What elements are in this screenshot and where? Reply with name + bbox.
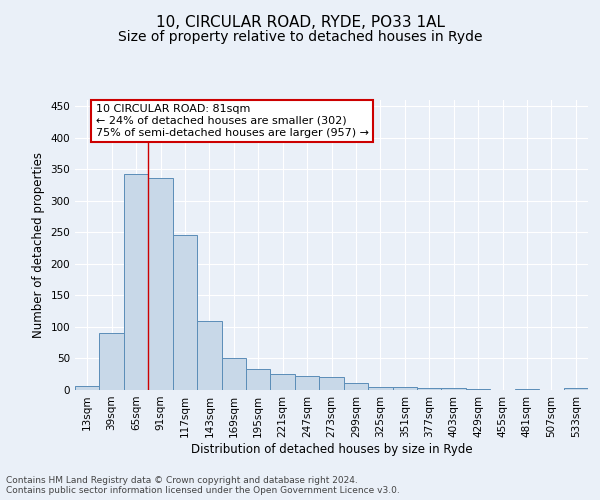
X-axis label: Distribution of detached houses by size in Ryde: Distribution of detached houses by size … (191, 442, 472, 456)
Bar (124, 174, 148, 390)
Bar (392, 387, 417, 390)
Bar (563, 388, 588, 390)
Bar (197, 320, 221, 390)
Bar (368, 387, 392, 390)
Bar (442, 388, 466, 390)
Bar (417, 388, 442, 390)
Bar (319, 377, 344, 390)
Bar (344, 383, 368, 390)
Text: 10, CIRCULAR ROAD, RYDE, PO33 1AL: 10, CIRCULAR ROAD, RYDE, PO33 1AL (155, 15, 445, 30)
Bar (271, 374, 295, 390)
Bar (221, 358, 246, 390)
Bar (295, 376, 319, 390)
Text: Contains HM Land Registry data © Crown copyright and database right 2024.
Contai: Contains HM Land Registry data © Crown c… (6, 476, 400, 495)
Y-axis label: Number of detached properties: Number of detached properties (32, 152, 45, 338)
Bar (466, 388, 490, 390)
Bar (173, 235, 197, 390)
Text: 10 CIRCULAR ROAD: 81sqm
← 24% of detached houses are smaller (302)
75% of semi-d: 10 CIRCULAR ROAD: 81sqm ← 24% of detache… (95, 104, 368, 138)
Bar (148, 178, 173, 390)
Bar (246, 369, 271, 390)
Bar (100, 334, 124, 390)
Bar (75, 386, 100, 390)
Text: Size of property relative to detached houses in Ryde: Size of property relative to detached ho… (118, 30, 482, 44)
